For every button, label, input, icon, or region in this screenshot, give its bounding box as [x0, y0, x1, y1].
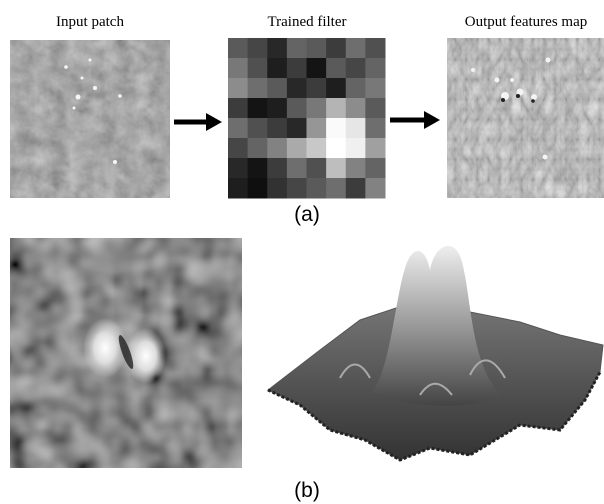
filter-cell — [267, 58, 287, 79]
filter-cell — [228, 38, 248, 59]
filter-cell — [365, 118, 385, 139]
filter-cell — [267, 178, 287, 199]
figure: Input patch Trained filter Output featur… — [0, 0, 604, 504]
filter-cell — [228, 58, 248, 79]
filter-cell — [365, 78, 385, 99]
filter-label: Trained filter — [267, 14, 346, 30]
output-map-image — [447, 38, 604, 198]
filter-cell — [326, 98, 346, 119]
filter-cell — [228, 118, 248, 139]
filter-cell — [287, 158, 307, 179]
filter-cell — [248, 58, 268, 79]
filter-cell — [287, 138, 307, 159]
filter-response-image — [10, 238, 242, 468]
filter-cell — [307, 118, 327, 139]
filter-cell — [346, 138, 366, 159]
filter-cell — [307, 138, 327, 159]
filter-cell — [228, 158, 248, 179]
input-label: Input patch — [56, 14, 124, 30]
filter-cell — [267, 138, 287, 159]
filter-cell — [248, 178, 268, 199]
filter-cell — [287, 38, 307, 59]
caption-a: (a) — [294, 203, 320, 226]
filter-cell — [267, 158, 287, 179]
input-patch-image — [10, 40, 170, 198]
filter-cell — [307, 178, 327, 199]
filter-cell — [228, 78, 248, 99]
filter-cell — [346, 178, 366, 199]
filter-cell — [346, 58, 366, 79]
filter-cell — [287, 98, 307, 119]
filter-cell — [365, 158, 385, 179]
filter-cell — [365, 178, 385, 199]
filter-cell — [287, 58, 307, 79]
caption-b: (b) — [294, 479, 320, 502]
filter-cell — [248, 118, 268, 139]
filter-cell — [267, 38, 287, 59]
filter-cell — [326, 138, 346, 159]
filter-cell — [365, 138, 385, 159]
arrow — [390, 111, 440, 129]
filter-cell — [346, 118, 366, 139]
filter-cell — [346, 38, 366, 59]
filter-cell — [267, 98, 287, 119]
filter-cell — [326, 158, 346, 179]
filter-cell — [307, 98, 327, 119]
filter-cell — [326, 78, 346, 99]
filter-cell — [287, 78, 307, 99]
arrow — [174, 113, 222, 131]
filter-cell — [307, 58, 327, 79]
filter-cell — [248, 158, 268, 179]
filter-cell — [326, 118, 346, 139]
filter-cell — [326, 178, 346, 199]
filter-cell — [346, 98, 366, 119]
filter-cell — [307, 158, 327, 179]
filter-cell — [267, 78, 287, 99]
filter-cell — [346, 78, 366, 99]
filter-cell — [287, 118, 307, 139]
filter-cell — [287, 178, 307, 199]
filter-cell — [228, 178, 248, 199]
filter-cell — [307, 38, 327, 59]
output-label: Output features map — [465, 14, 587, 30]
filter-cell — [267, 118, 287, 139]
filter-cell — [248, 98, 268, 119]
surface-plot — [268, 246, 603, 460]
filter-cell — [365, 98, 385, 119]
filter-cell — [326, 38, 346, 59]
filter-cell — [326, 58, 346, 79]
filter-cell — [248, 138, 268, 159]
filter-cell — [365, 38, 385, 59]
filter-cell — [248, 38, 268, 59]
filter-cell — [228, 98, 248, 119]
filter-cell — [346, 158, 366, 179]
filter-cell — [365, 58, 385, 79]
filter-cell — [228, 138, 248, 159]
filter-cell — [307, 78, 327, 99]
filter-cell — [248, 78, 268, 99]
trained-filter-image — [228, 38, 386, 199]
